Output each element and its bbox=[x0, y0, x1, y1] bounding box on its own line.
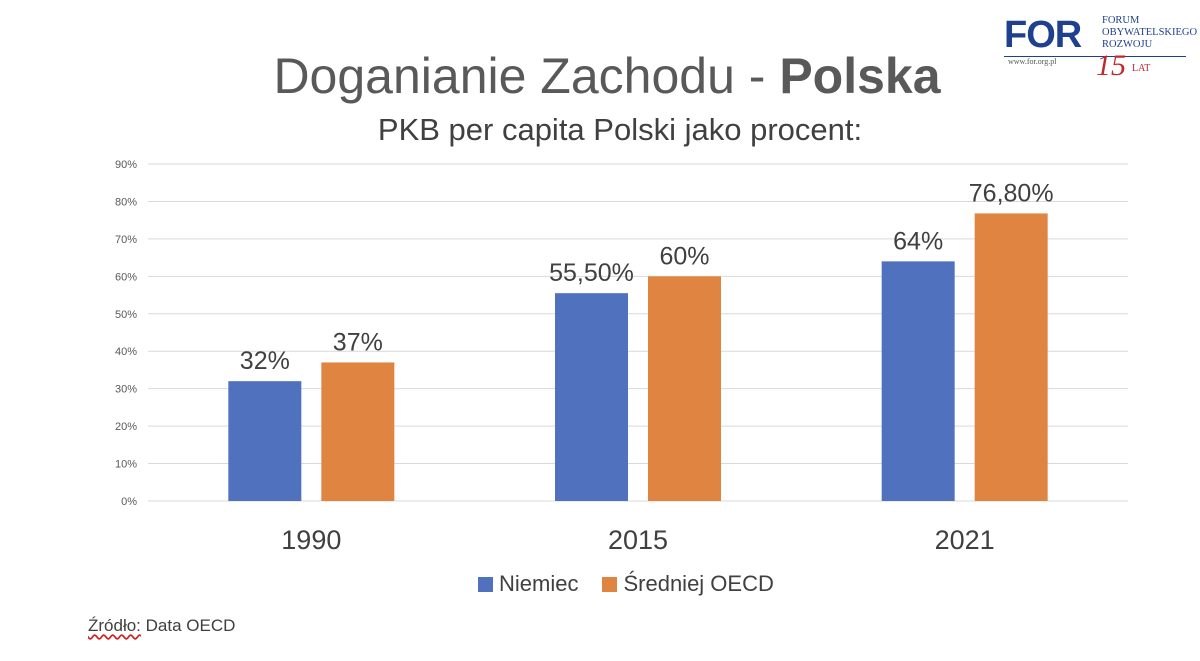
data-label: 55,50% bbox=[549, 259, 634, 287]
title-bold: Polska bbox=[779, 48, 941, 104]
y-tick-label: 90% bbox=[115, 159, 137, 171]
y-tick-label: 80% bbox=[115, 196, 137, 208]
data-label: 76,80% bbox=[969, 179, 1054, 207]
logo-name-line: OBYWATELSKIEGO bbox=[1102, 27, 1198, 38]
title-regular: Doganianie Zachodu - bbox=[273, 48, 780, 104]
source-text: Data OECD bbox=[140, 616, 236, 635]
y-tick-label: 30% bbox=[115, 384, 137, 396]
logo-anniversary-number: 15 bbox=[1096, 49, 1126, 82]
for-logo: FOR FORUM OBYWATELSKIEGO ROZWOJU www.for… bbox=[1004, 12, 1197, 84]
logo-acronym: FOR bbox=[1004, 14, 1082, 56]
data-label: 37% bbox=[333, 328, 383, 356]
chart-subtitle: PKB per capita Polski jako procent: bbox=[377, 112, 863, 147]
source-label: Źródło: bbox=[88, 616, 141, 635]
data-label: 64% bbox=[893, 227, 943, 255]
data-label: 32% bbox=[240, 347, 290, 375]
x-tick-label: 2021 bbox=[935, 525, 995, 555]
legend-item-oecd: Średniej OECD bbox=[602, 571, 774, 597]
y-tick-label: 20% bbox=[115, 421, 137, 433]
bar bbox=[321, 362, 395, 501]
legend-swatch-oecd bbox=[602, 576, 618, 592]
y-tick-label: 50% bbox=[115, 309, 137, 321]
x-tick-label: 1990 bbox=[281, 525, 341, 555]
logo-name-line: FORUM bbox=[1102, 15, 1140, 26]
y-tick-label: 0% bbox=[121, 496, 137, 508]
legend-label-niemiec: Niemiec bbox=[499, 571, 579, 596]
legend-item-niemiec: Niemiec bbox=[478, 571, 578, 597]
legend-label-oecd: Średniej OECD bbox=[623, 571, 774, 596]
logo-name-line: ROZWOJU bbox=[1102, 39, 1153, 50]
bar bbox=[648, 276, 721, 501]
y-tick-label: 10% bbox=[115, 459, 137, 471]
legend-swatch-niemiec bbox=[478, 576, 493, 592]
source-note: Źródło: Data OECD bbox=[88, 616, 235, 636]
y-tick-label: 70% bbox=[115, 234, 137, 246]
bar bbox=[881, 261, 955, 501]
data-label: 60% bbox=[659, 242, 709, 270]
logo-name: FORUM OBYWATELSKIEGO ROZWOJU bbox=[1102, 15, 1197, 51]
bar bbox=[228, 381, 302, 501]
y-tick-label: 40% bbox=[115, 346, 137, 358]
y-tick-label: 60% bbox=[115, 271, 137, 283]
logo-divider bbox=[1004, 56, 1186, 57]
bar bbox=[555, 293, 628, 501]
x-tick-label: 2015 bbox=[608, 525, 668, 555]
logo-url: www.for.org.pl bbox=[1008, 57, 1057, 66]
logo-anniversary-word: LAT bbox=[1132, 63, 1151, 74]
bar bbox=[974, 213, 1048, 501]
page-title: Doganianie Zachodu - Polska bbox=[0, 46, 1200, 106]
chart-legend: Niemiec Średniej OECD bbox=[478, 570, 798, 598]
